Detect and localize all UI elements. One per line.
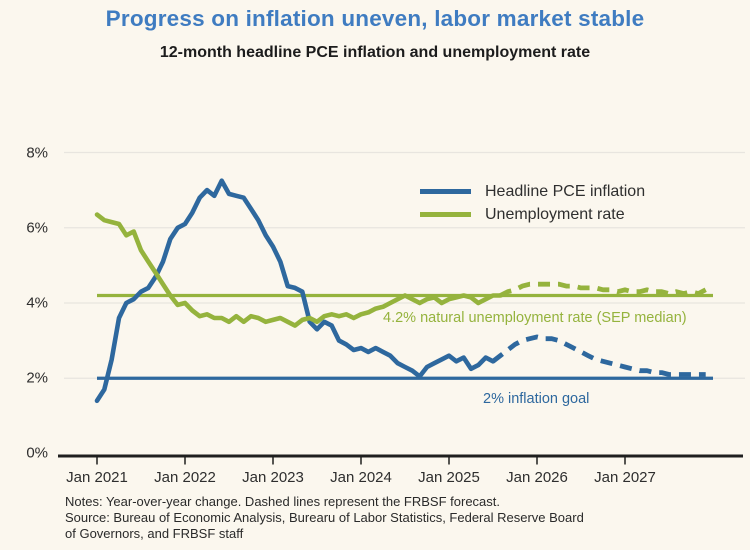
x-tick-label-2026: Jan 2026 [506,469,568,486]
x-tick-label-2027: Jan 2027 [594,469,656,486]
x-tick-label-2025: Jan 2025 [418,469,480,486]
natural-rate-annotation: 4.2% natural unemployment rate (SEP medi… [383,310,687,326]
y-tick-label-2: 2% [26,369,48,387]
chart-legend: Headline PCE inflation Unemployment rate [420,180,645,226]
unemployment-rate-line-forecast-dashed [499,281,707,298]
y-tick-label-6: 6% [26,219,48,237]
y-tick-label-4: 4% [26,294,48,312]
y-tick-label-8: 8% [26,144,48,162]
legend-item-pce: Headline PCE inflation [420,180,645,203]
x-tick-label-2021: Jan 2021 [66,469,128,486]
legend-label-pce: Headline PCE inflation [485,182,646,200]
inflation-goal-annotation: 2% inflation goal [483,391,590,407]
headline-pce-inflation-line-forecast-dashed [491,334,706,377]
unemployment-line-swatch [420,212,471,217]
chart-title: Progress on inflation uneven, labor mark… [105,6,645,31]
source-line: Source: Bureau of Economic Analysis, Bur… [65,509,584,525]
headline-pce-inflation-line-solid [94,178,496,404]
chart-subtitle: 12-month headline PCE inflation and unem… [159,44,591,61]
x-tick-label-2024: Jan 2024 [330,469,392,486]
legend-label-unemployment: Unemployment rate [485,205,625,223]
notes-line: Notes: Year-over-year change. Dashed lin… [65,494,500,509]
y-tick-label-0: 0% [26,444,48,462]
source-line-2: of Governors, and FRBSF staff [65,525,244,541]
x-tick-label-2023: Jan 2023 [242,469,304,486]
legend-item-unemployment: Unemployment rate [420,203,645,226]
x-tick-label-2022: Jan 2022 [154,469,216,486]
pce-line-swatch [420,189,471,194]
chart-notes: Notes: Year-over-year change. Dashed lin… [65,494,584,541]
unemployment-rate-line-solid [94,212,503,328]
